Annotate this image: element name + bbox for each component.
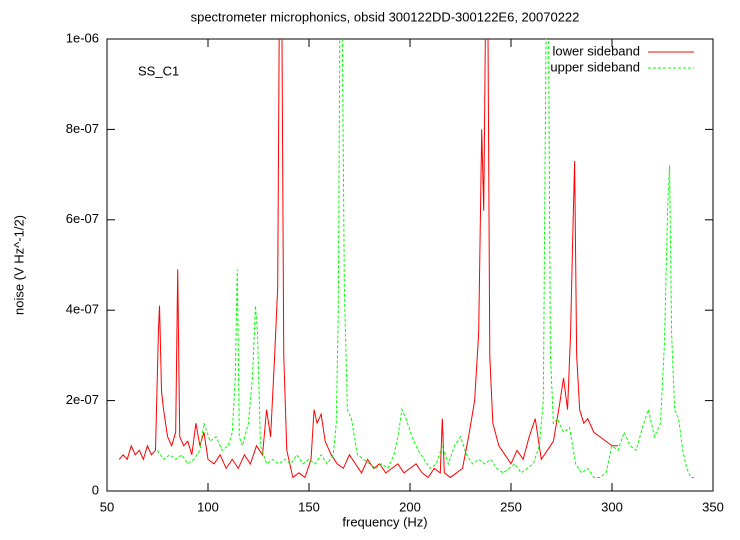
y-tick-label: 0 — [92, 482, 99, 497]
y-axis-label: noise (V Hz^-1/2) — [11, 215, 26, 315]
series-line — [118, 39, 619, 479]
x-tick-label: 350 — [702, 499, 724, 514]
y-tick-label: 2e-07 — [66, 392, 99, 407]
legend-label: upper sideband — [550, 59, 640, 74]
series-line — [157, 39, 695, 478]
annotation: SS_C1 — [138, 63, 179, 78]
plot-lines — [118, 39, 695, 479]
x-tick-label: 300 — [601, 499, 623, 514]
y-tick-label: 8e-07 — [66, 121, 99, 136]
y-tick-label: 6e-07 — [66, 211, 99, 226]
x-tick-label: 200 — [399, 499, 421, 514]
x-tick-label: 250 — [500, 499, 522, 514]
x-tick-label: 50 — [100, 499, 114, 514]
x-tick-label: 150 — [298, 499, 320, 514]
x-axis-label: frequency (Hz) — [342, 514, 427, 529]
plot-border — [106, 38, 714, 492]
chart-title: spectrometer microphonics, obsid 300122D… — [191, 9, 580, 24]
x-tick-label: 100 — [197, 499, 219, 514]
y-tick-label: 1e-06 — [66, 30, 99, 45]
legend-label: lower sideband — [553, 43, 640, 58]
y-tick-label: 4e-07 — [66, 302, 99, 317]
